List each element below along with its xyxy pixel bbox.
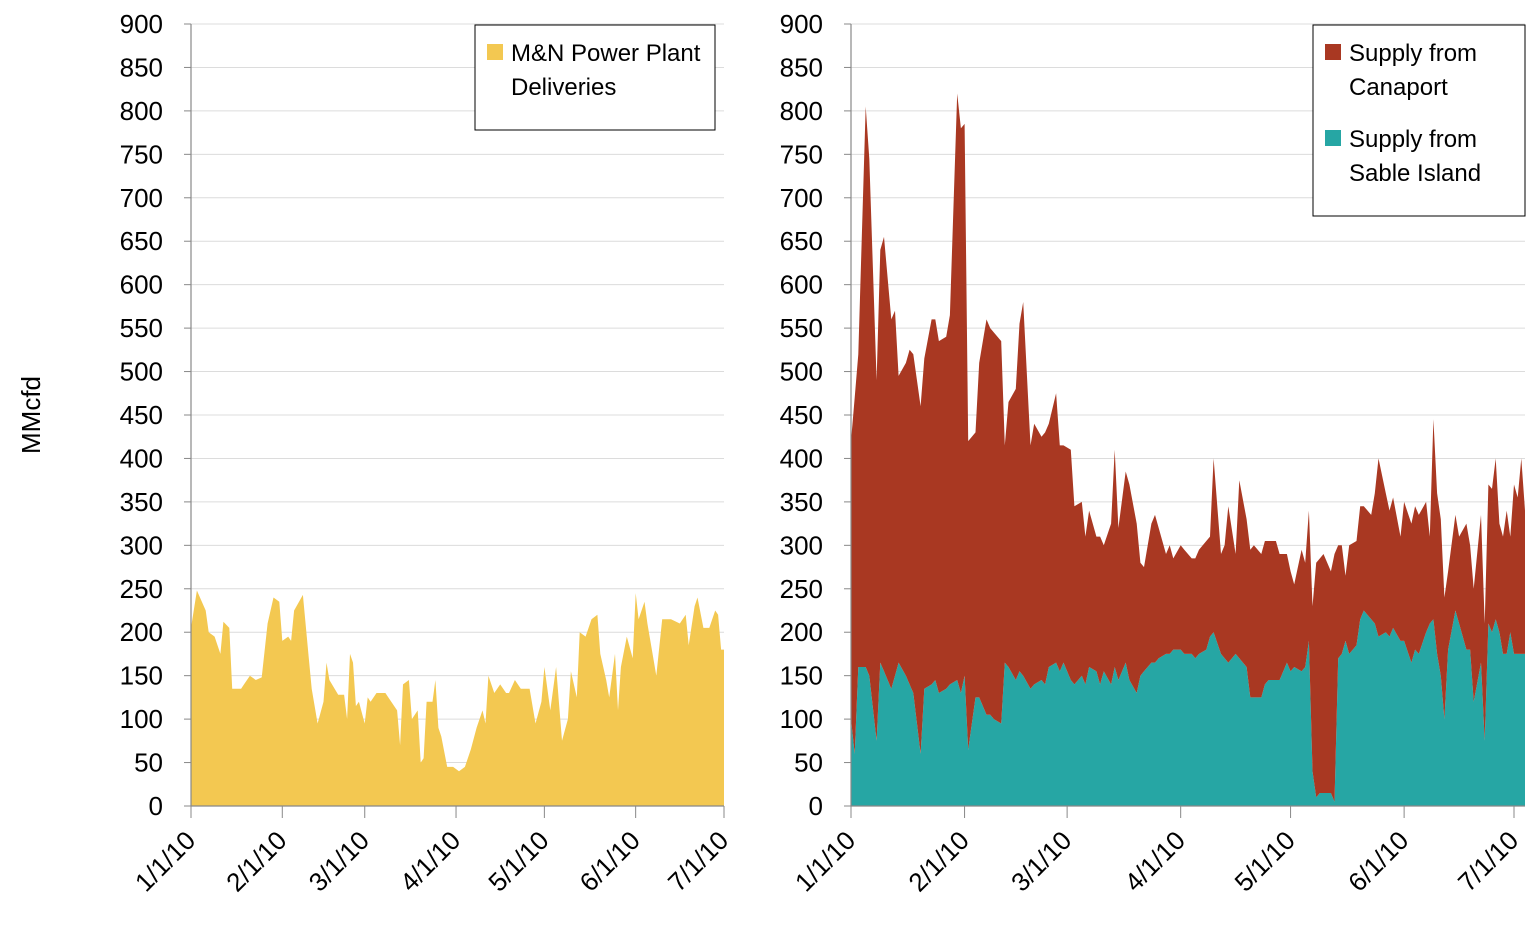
y-tick-label: 250: [780, 574, 823, 604]
legend-box: [474, 24, 716, 131]
y-tick-label: 350: [120, 487, 163, 517]
legend-label: Supply from Sable Island: [1349, 126, 1481, 187]
y-tick-label: 50: [794, 748, 823, 778]
x-tick-label: 6/1/10: [1342, 825, 1414, 897]
y-tick-label: 300: [120, 530, 163, 560]
y-tick-label: 650: [120, 226, 163, 256]
y-tick-label: 0: [809, 791, 823, 821]
y-tick-label: 700: [120, 183, 163, 213]
x-tick-label: 6/1/10: [574, 825, 646, 897]
x-tick-label: 2/1/10: [220, 825, 292, 897]
y-tick-label: 850: [120, 52, 163, 82]
y-tick-label: 750: [780, 139, 823, 169]
y-tick-label: 750: [120, 139, 163, 169]
x-tick-label: 7/1/10: [662, 825, 734, 897]
legend-box: [1312, 24, 1526, 217]
y-tick-label: 500: [120, 357, 163, 387]
y-tick-label: 800: [780, 96, 823, 126]
x-tick-label: 7/1/10: [1452, 825, 1524, 897]
y-tick-label: 50: [134, 748, 163, 778]
area: [851, 610, 1525, 806]
y-tick-label: 450: [780, 400, 823, 430]
y-tick-label: 350: [780, 487, 823, 517]
legend-swatch: [1325, 130, 1341, 146]
y-tick-label: 500: [780, 357, 823, 387]
legend-label: M&N Power Plant Deliveries: [511, 40, 701, 101]
y-tick-label: 150: [120, 661, 163, 691]
y-tick-label: 550: [120, 313, 163, 343]
x-tick-label: 2/1/10: [902, 825, 974, 897]
area: [851, 93, 1525, 802]
y-tick-label: 100: [120, 704, 163, 734]
y-tick-label: 150: [780, 661, 823, 691]
y-tick-label: 850: [780, 52, 823, 82]
x-tick-label: 4/1/10: [394, 825, 466, 897]
area: [191, 590, 724, 806]
y-tick-label: 250: [120, 574, 163, 604]
y-tick-label: 900: [120, 9, 163, 39]
y-tick-label: 900: [780, 9, 823, 39]
y-axis-label: MMcfd: [16, 376, 46, 454]
y-tick-label: 700: [780, 183, 823, 213]
x-tick-label: 5/1/10: [1228, 825, 1300, 897]
x-tick-label: 3/1/10: [1005, 825, 1077, 897]
x-tick-label: 1/1/10: [789, 825, 861, 897]
y-tick-label: 400: [780, 443, 823, 473]
y-tick-label: 650: [780, 226, 823, 256]
y-tick-label: 400: [120, 443, 163, 473]
y-tick-label: 100: [780, 704, 823, 734]
y-tick-label: 0: [149, 791, 163, 821]
y-tick-label: 600: [120, 270, 163, 300]
y-tick-label: 200: [780, 617, 823, 647]
x-tick-label: 4/1/10: [1119, 825, 1191, 897]
legend-label: Supply from Canaport: [1349, 40, 1477, 101]
y-tick-label: 550: [780, 313, 823, 343]
x-tick-label: 1/1/10: [129, 825, 201, 897]
y-tick-label: 800: [120, 96, 163, 126]
y-tick-label: 450: [120, 400, 163, 430]
x-tick-label: 5/1/10: [482, 825, 554, 897]
legend-swatch: [487, 44, 503, 60]
y-tick-label: 600: [780, 270, 823, 300]
legend-swatch: [1325, 44, 1341, 60]
y-tick-label: 300: [780, 530, 823, 560]
y-tick-label: 200: [120, 617, 163, 647]
x-tick-label: 3/1/10: [303, 825, 375, 897]
